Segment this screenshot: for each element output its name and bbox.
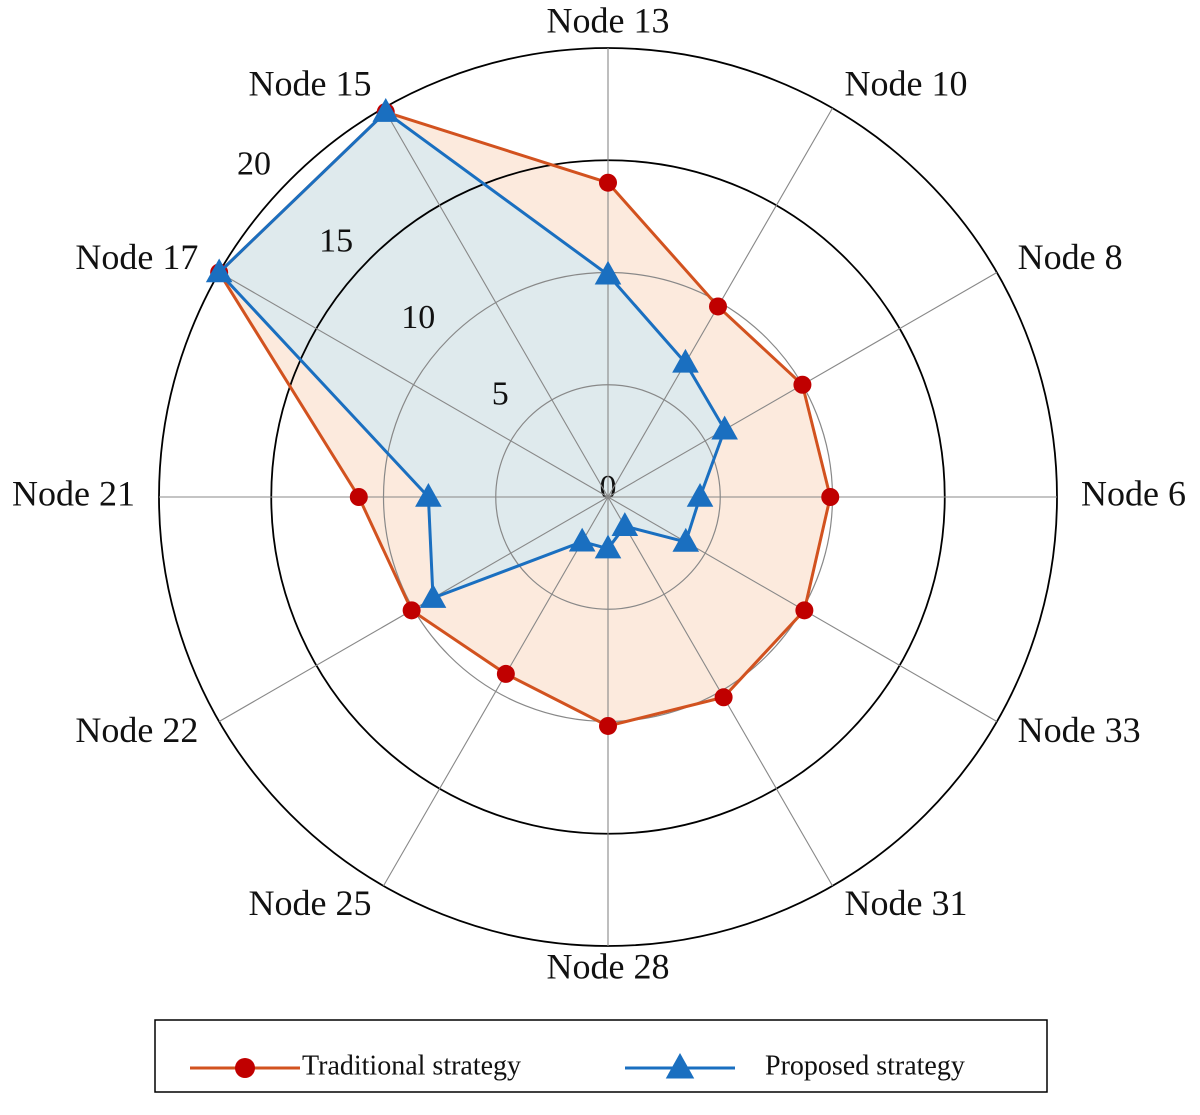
marker xyxy=(793,375,812,394)
category-label: Node 10 xyxy=(845,64,968,104)
category-label: Node 21 xyxy=(12,473,135,513)
marker xyxy=(714,688,733,707)
marker xyxy=(795,601,814,620)
category-label: Node 33 xyxy=(1018,710,1141,750)
marker xyxy=(496,664,515,683)
spoke xyxy=(383,496,609,887)
marker xyxy=(599,716,617,735)
marker xyxy=(611,512,639,536)
category-label: Node 28 xyxy=(547,946,670,986)
category-label: Node 22 xyxy=(75,710,198,750)
legend-marker xyxy=(235,1058,255,1078)
marker xyxy=(821,488,840,506)
spoke xyxy=(218,272,609,498)
marker xyxy=(415,483,442,507)
marker xyxy=(568,527,596,552)
r-tick-label: 10 xyxy=(401,299,435,336)
category-label: Node 31 xyxy=(845,883,968,923)
legend-label: Traditional strategy xyxy=(302,1050,521,1081)
marker xyxy=(594,260,622,285)
marker xyxy=(594,534,622,559)
category-label: Node 8 xyxy=(1018,237,1123,277)
marker xyxy=(419,584,447,608)
marker xyxy=(349,488,368,506)
r-tick-label: 20 xyxy=(237,146,271,183)
marker xyxy=(599,173,617,192)
category-label: Node 25 xyxy=(249,883,372,923)
spoke xyxy=(383,107,609,498)
category-label: Node 6 xyxy=(1081,473,1186,513)
marker xyxy=(672,348,699,373)
legend-label: Proposed strategy xyxy=(765,1050,965,1081)
marker xyxy=(672,527,700,552)
category-label: Node 13 xyxy=(547,0,670,40)
legend-marker xyxy=(665,1053,695,1079)
marker xyxy=(709,297,728,316)
marker xyxy=(205,258,233,283)
marker xyxy=(711,415,738,440)
marker xyxy=(372,98,400,122)
category-label: Node 17 xyxy=(75,237,198,277)
r-tick-label: 15 xyxy=(319,222,353,259)
category-label: Node 15 xyxy=(249,64,372,104)
series-area xyxy=(219,112,725,599)
r-tick-label: 5 xyxy=(492,375,509,412)
legend-box xyxy=(154,1019,1048,1093)
marker xyxy=(402,601,421,620)
marker xyxy=(686,483,714,507)
